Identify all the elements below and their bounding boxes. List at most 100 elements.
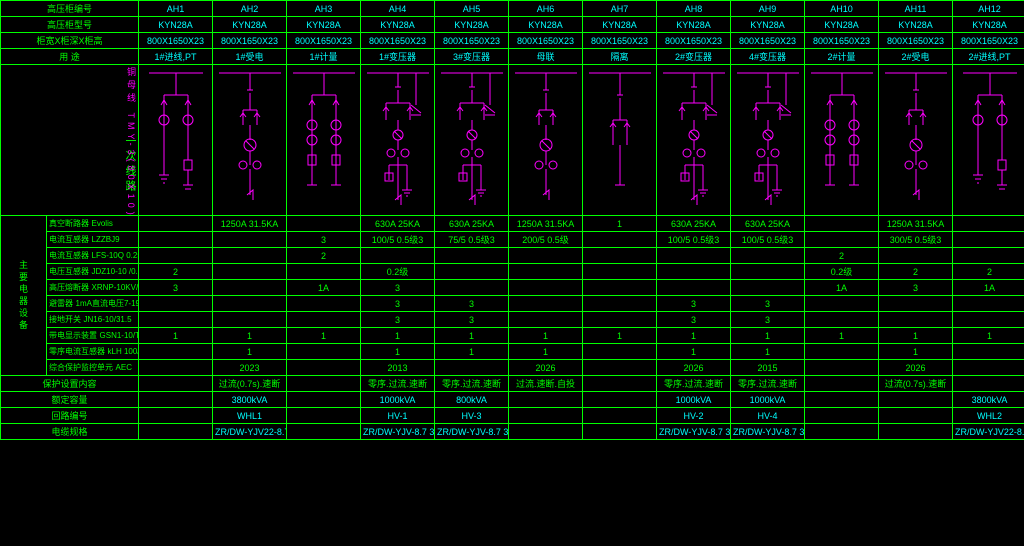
spec-name: 电流互感器 LZZBJ9 — [47, 232, 139, 248]
cell — [805, 232, 879, 248]
cell — [879, 248, 953, 264]
cell: 1 — [509, 344, 583, 360]
cell: 3800kVA — [953, 392, 1024, 408]
cell: KYN28A — [657, 17, 731, 33]
cell: KYN28A — [139, 17, 213, 33]
cell: 800X1650X23 — [953, 33, 1024, 49]
cell: 2026 — [509, 360, 583, 376]
spec-name: 避雷器 1mA直流电压7-19KV HY5WS-12.7/32.4V — [47, 296, 139, 312]
spec-group: 主要电器设备 — [1, 216, 47, 376]
cell: 3 — [361, 296, 435, 312]
cell: 1#变压器 — [361, 49, 435, 65]
cell — [879, 296, 953, 312]
cell — [509, 408, 583, 424]
schematic-cell — [509, 65, 583, 216]
cell: AH7 — [583, 1, 657, 17]
cell: 1 — [213, 328, 287, 344]
cell: 800X1650X23 — [879, 33, 953, 49]
cell: 800X1650X23 — [805, 33, 879, 49]
cell: 1#受电 — [213, 49, 287, 65]
cell: 800X1650X23 — [583, 33, 657, 49]
cell — [731, 280, 805, 296]
cell — [731, 248, 805, 264]
cell: 1 — [805, 328, 879, 344]
cell: 过流(0.7s).速断 — [213, 376, 287, 392]
cell: 2 — [879, 264, 953, 280]
cell — [583, 248, 657, 264]
cell: AH3 — [287, 1, 361, 17]
cell: 100/5 0.5级3 — [361, 232, 435, 248]
cell — [213, 264, 287, 280]
cell — [805, 376, 879, 392]
cell — [805, 344, 879, 360]
cell — [953, 232, 1024, 248]
cell: 800X1650X23 — [213, 33, 287, 49]
cell: 3 — [657, 312, 731, 328]
cell: 过流.速断.自投 — [509, 376, 583, 392]
cell: 630A 25KA — [657, 216, 731, 232]
cell — [879, 312, 953, 328]
cell: 100/5 0.5级3 — [731, 232, 805, 248]
cell — [287, 296, 361, 312]
cell — [657, 248, 731, 264]
cell: 1 — [287, 328, 361, 344]
cell — [213, 248, 287, 264]
cell: 1 — [879, 328, 953, 344]
cell: 0.2级 — [805, 264, 879, 280]
cell: 1250A 31.5KA — [879, 216, 953, 232]
cell — [435, 360, 509, 376]
row-label: 电缆规格 — [1, 424, 139, 440]
schematic-cell — [435, 65, 509, 216]
cell — [139, 296, 213, 312]
cell — [287, 392, 361, 408]
cell — [435, 248, 509, 264]
cell — [583, 424, 657, 440]
cell: AH11 — [879, 1, 953, 17]
cell: 3800kVA — [213, 392, 287, 408]
spec-name: 真空断路器 Evolis — [47, 216, 139, 232]
schematic-cell — [657, 65, 731, 216]
schematic-cell — [287, 65, 361, 216]
cell: 2015 — [731, 360, 805, 376]
cell — [583, 360, 657, 376]
cell: AH8 — [657, 1, 731, 17]
cell — [435, 280, 509, 296]
cell: 零序.过流.速断 — [361, 376, 435, 392]
cell: 1000kVA — [361, 392, 435, 408]
switchgear-table: 高压柜编号AH1AH2AH3AH4AH5AH6AH7AH8AH9AH10AH11… — [0, 0, 1024, 440]
cell: 100/5 0.5级3 — [657, 232, 731, 248]
row-label: 柜宽X柜深X柜高 — [1, 33, 139, 49]
cell — [805, 360, 879, 376]
cell — [953, 312, 1024, 328]
cell — [287, 360, 361, 376]
cell: 2023 — [213, 360, 287, 376]
cell — [731, 264, 805, 280]
schematic-cell — [805, 65, 879, 216]
cell — [805, 296, 879, 312]
cell: 零序.过流.速断 — [657, 376, 731, 392]
cell — [805, 408, 879, 424]
cell — [287, 376, 361, 392]
cell: 630A 25KA — [731, 216, 805, 232]
cell — [583, 280, 657, 296]
cell: KYN28A — [879, 17, 953, 33]
spec-name: 综合保护监控单元 AEC — [47, 360, 139, 376]
schematic-cell — [731, 65, 805, 216]
cell: 2#进线,PT — [953, 49, 1024, 65]
cell — [435, 264, 509, 280]
cell — [139, 312, 213, 328]
cell: 2 — [287, 248, 361, 264]
cell — [509, 280, 583, 296]
cell: 800kVA — [435, 392, 509, 408]
spec-name: 电压互感器 JDZ10-10 /0.1KV — [47, 264, 139, 280]
cell — [583, 392, 657, 408]
cell: 2 — [953, 264, 1024, 280]
cell: 1 — [657, 344, 731, 360]
cell — [953, 360, 1024, 376]
cell — [805, 312, 879, 328]
cell: 1250A 31.5KA — [213, 216, 287, 232]
cell — [509, 264, 583, 280]
cell — [139, 360, 213, 376]
cell: 零序.过流.速断 — [435, 376, 509, 392]
cell — [879, 424, 953, 440]
